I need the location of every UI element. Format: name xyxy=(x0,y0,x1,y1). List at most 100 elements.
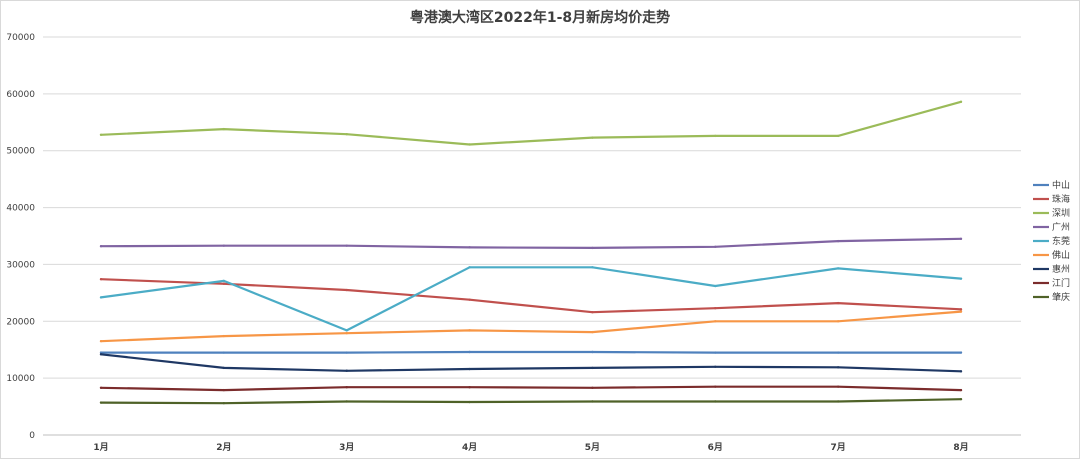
data-point xyxy=(836,239,840,243)
data-point xyxy=(714,385,717,388)
data-point xyxy=(468,246,471,249)
series-line xyxy=(99,266,963,332)
data-point xyxy=(345,288,348,292)
legend-label: 珠海 xyxy=(1052,193,1070,205)
data-point xyxy=(345,329,348,332)
x-axis-ticks: 1月 2月 3月 4月 5月 6月 7月 8月 xyxy=(93,442,968,453)
x-tick-label: 6月 xyxy=(708,442,723,453)
data-point xyxy=(222,127,226,131)
data-point xyxy=(591,386,594,390)
data-point xyxy=(959,310,963,313)
data-point xyxy=(468,400,471,404)
data-point xyxy=(959,370,963,373)
y-tick-label: 70000 xyxy=(6,33,35,43)
data-point xyxy=(714,351,717,354)
data-point xyxy=(591,266,594,269)
data-point xyxy=(222,366,226,370)
x-tick-label: 4月 xyxy=(462,442,477,453)
data-point xyxy=(99,245,103,248)
data-point xyxy=(99,401,103,404)
data-point xyxy=(714,307,717,310)
data-point xyxy=(591,366,594,370)
data-point xyxy=(468,298,471,301)
data-point xyxy=(345,369,348,372)
series-line xyxy=(99,353,963,373)
x-tick-label: 5月 xyxy=(585,442,600,453)
data-point xyxy=(836,351,840,354)
data-point xyxy=(222,282,226,285)
data-point xyxy=(99,353,103,356)
x-tick-label: 1月 xyxy=(93,442,108,453)
data-point xyxy=(222,401,226,405)
data-point xyxy=(99,351,103,354)
data-point xyxy=(345,133,348,136)
data-point xyxy=(714,365,717,368)
data-point xyxy=(959,237,963,241)
series-line xyxy=(99,100,963,146)
data-point xyxy=(591,400,594,403)
data-point xyxy=(714,284,717,288)
data-point xyxy=(959,277,963,280)
data-point xyxy=(222,351,226,354)
data-point xyxy=(345,400,348,403)
data-point xyxy=(591,246,594,250)
y-axis-ticks: 0 10000 20000 30000 40000 50000 60000 70000 xyxy=(6,33,35,441)
x-tick-label: 3月 xyxy=(339,442,354,453)
data-point xyxy=(468,367,471,371)
series-line xyxy=(99,237,963,249)
y-tick-label: 0 xyxy=(29,431,35,441)
data-point xyxy=(99,296,103,299)
legend-label: 佛山 xyxy=(1052,249,1070,261)
x-tick-label: 7月 xyxy=(831,442,846,453)
data-point xyxy=(345,351,348,354)
data-point xyxy=(468,350,471,354)
y-tick-label: 20000 xyxy=(6,317,35,327)
legend-label: 深圳 xyxy=(1052,208,1070,219)
data-point xyxy=(959,397,963,401)
data-point xyxy=(468,266,471,269)
series-line xyxy=(99,350,963,354)
data-point xyxy=(836,366,840,369)
y-tick-label: 30000 xyxy=(6,260,35,270)
data-point xyxy=(836,320,840,323)
data-point xyxy=(591,310,594,314)
y-tick-label: 10000 xyxy=(6,374,35,384)
data-point xyxy=(591,136,594,139)
data-point xyxy=(99,133,103,136)
series-line xyxy=(99,385,963,392)
data-point xyxy=(714,134,717,138)
data-point xyxy=(468,143,471,146)
data-point xyxy=(591,350,594,354)
x-tick-label: 8月 xyxy=(953,442,968,453)
chart-title: 粤港澳大湾区2022年1-8月新房均价走势 xyxy=(410,9,670,26)
data-point xyxy=(591,330,594,334)
data-point xyxy=(99,278,103,281)
legend-label: 惠州 xyxy=(1052,263,1070,275)
y-tick-label: 50000 xyxy=(6,147,35,157)
grid-layer xyxy=(43,36,1021,436)
data-point xyxy=(714,245,717,249)
legend-label: 肇庆 xyxy=(1052,291,1070,303)
legend-label: 东莞 xyxy=(1052,235,1070,247)
data-point xyxy=(836,134,840,138)
data-point xyxy=(468,386,471,389)
data-point xyxy=(959,388,963,392)
data-point xyxy=(222,279,226,283)
data-point xyxy=(468,329,471,332)
series-layer xyxy=(99,100,963,405)
data-point xyxy=(959,100,963,104)
data-point xyxy=(99,339,103,343)
data-point xyxy=(345,332,348,335)
legend-label: 江门 xyxy=(1052,277,1070,289)
data-point xyxy=(222,244,226,247)
y-tick-label: 60000 xyxy=(6,90,35,100)
data-point xyxy=(345,244,348,247)
data-point xyxy=(714,400,717,403)
x-tick-label: 2月 xyxy=(216,442,231,453)
series-line xyxy=(99,278,963,314)
legend-label: 广州 xyxy=(1052,221,1070,233)
data-point xyxy=(222,334,226,338)
data-point xyxy=(714,320,717,323)
